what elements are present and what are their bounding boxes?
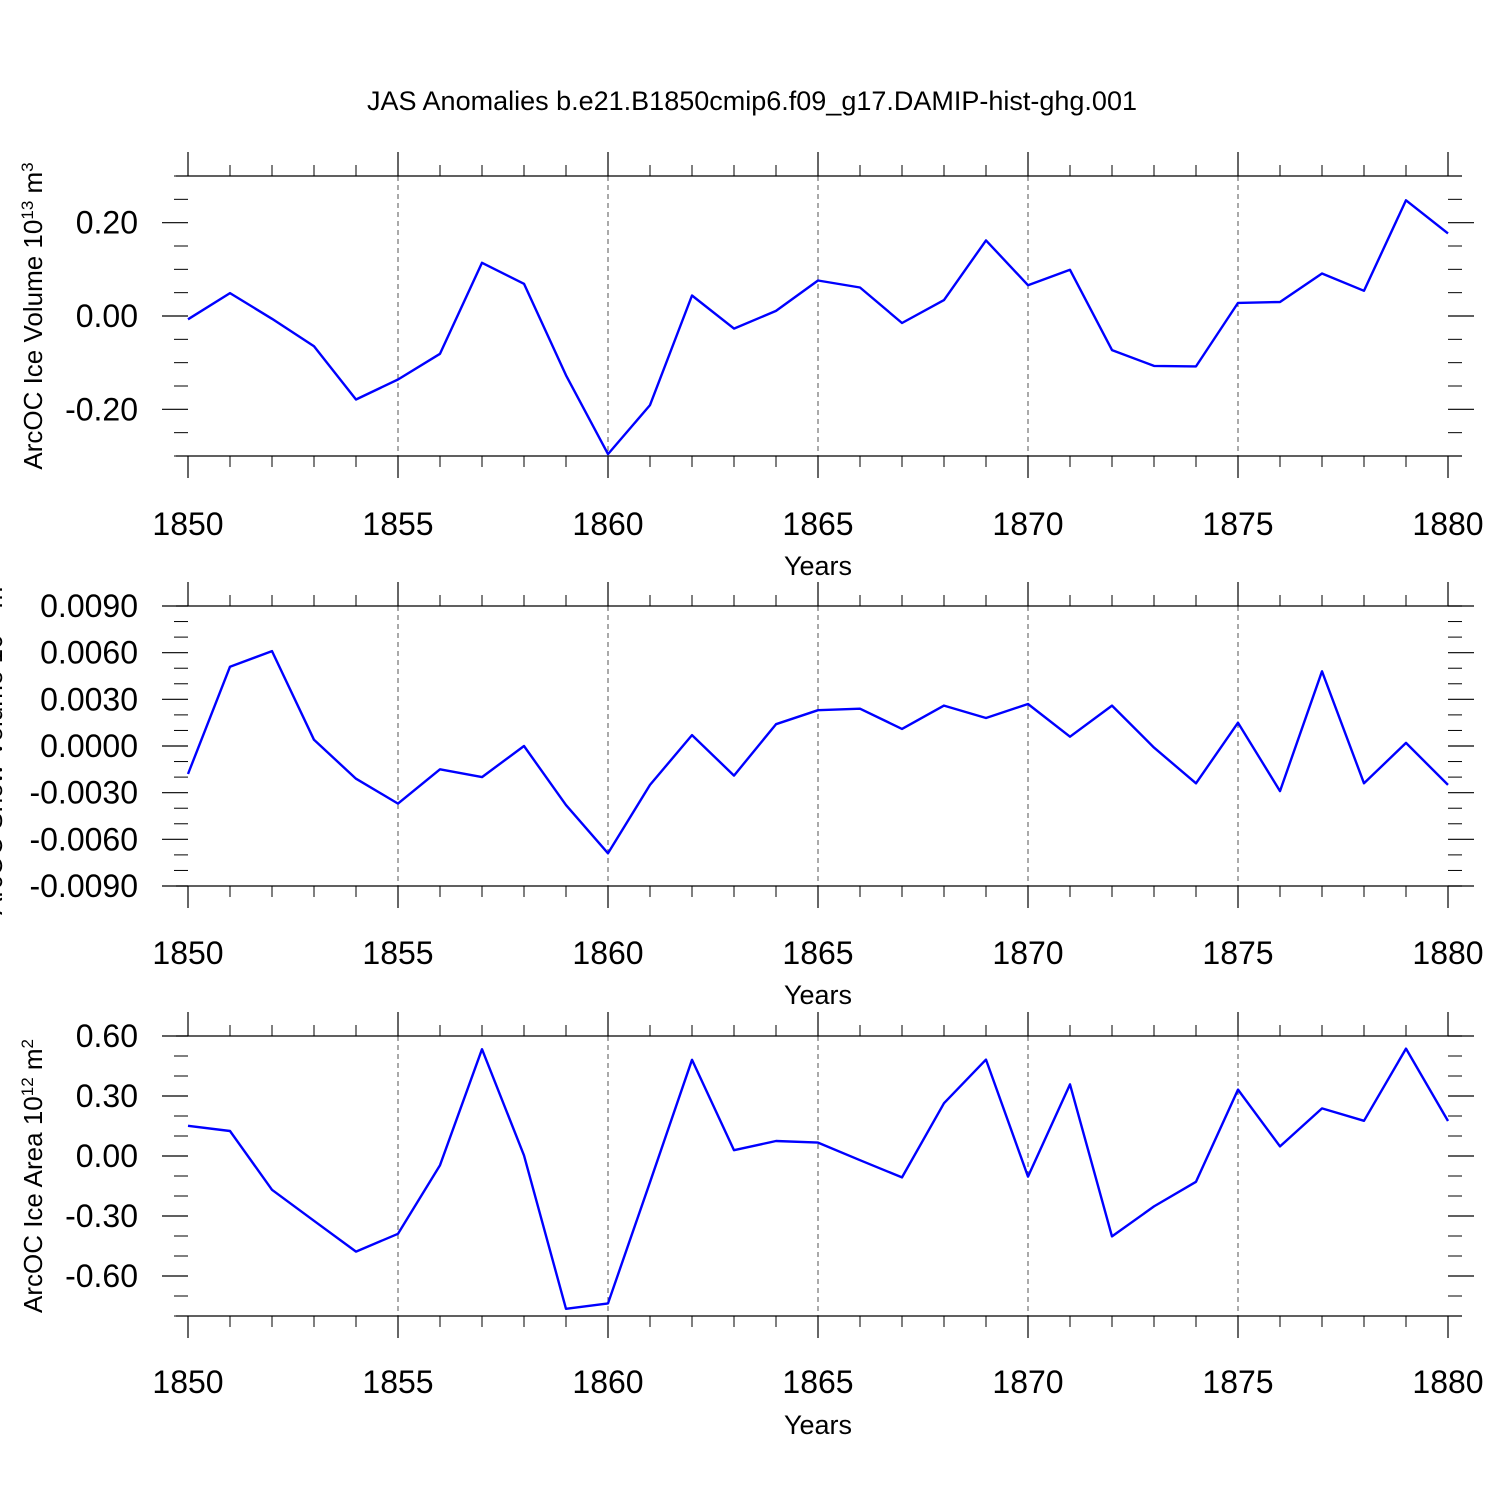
x-tick-label: 1860 <box>572 1364 643 1400</box>
series-line <box>186 649 1449 855</box>
y-tick-label: 0.0060 <box>40 635 138 671</box>
x-tick-label: 1875 <box>1202 1364 1273 1400</box>
y-axis-title-part: ArcOC Ice Volume 10 <box>18 220 48 470</box>
x-tick-label: 1865 <box>782 935 853 971</box>
y-tick-label: 0.00 <box>76 298 138 334</box>
y-tick-label: 0.30 <box>76 1078 138 1114</box>
y-axis-title-superscript: 13 <box>18 201 37 220</box>
y-tick-label: -0.60 <box>65 1258 138 1294</box>
y-tick-label: 0.0030 <box>40 681 138 717</box>
x-tick-label: 1855 <box>362 935 433 971</box>
x-tick-label: 1865 <box>782 1364 853 1400</box>
x-tick-label: 1850 <box>152 506 223 542</box>
x-tick-label: 1850 <box>152 935 223 971</box>
y-axis-title-part: m <box>18 172 48 201</box>
chart-panels: -0.20 0.00 0.20 1850 1855 1860 1865 1870 1875 188… <box>0 152 1484 1440</box>
x-tick-label: 1875 <box>1202 935 1273 971</box>
y-tick-label: 0.60 <box>76 1018 138 1054</box>
y-axis-title-part: ArcOC Ice Area 10 <box>18 1096 48 1313</box>
panel-1: -0.20 0.00 0.20 1850 1855 1860 1865 1870 1875 188… <box>18 152 1484 581</box>
x-tick-label: 1875 <box>1202 506 1273 542</box>
series-line <box>187 199 1449 456</box>
y-axis-title-superscript: 2 <box>18 1039 37 1048</box>
x-tick-label: 1880 <box>1412 1364 1483 1400</box>
x-tick-label: 1870 <box>992 506 1063 542</box>
y-tick-label: -0.20 <box>65 391 138 427</box>
y-tick-label: 0.00 <box>76 1138 138 1174</box>
x-tick-label: 1855 <box>362 506 433 542</box>
panel-3: -0.60 -0.30 0.00 0.30 0.60 1850 1855 1860 1865 18… <box>18 1012 1484 1440</box>
x-tick-label: 1855 <box>362 1364 433 1400</box>
x-tick-label: 1870 <box>992 1364 1063 1400</box>
chart-title: JAS Anomalies b.e21.B1850cmip6.f09_g17.D… <box>367 86 1137 116</box>
y-axis-title: ArcOC Ice Area 1012 m2 <box>18 1039 49 1313</box>
series-line <box>187 1047 1450 1311</box>
y-tick-label: -0.0060 <box>29 821 138 857</box>
y-axis-title-part: ArcOC Snow Volume 10 <box>0 634 8 914</box>
y-axis-title-superscript: 3 <box>18 162 37 171</box>
x-tick-label: 1860 <box>572 935 643 971</box>
x-axis-title: Years <box>784 551 852 581</box>
x-axis-title: Years <box>784 980 852 1010</box>
y-axis-title: ArcOC Ice Volume 1013 m3 <box>18 162 49 469</box>
y-axis-title-part: m <box>0 587 8 616</box>
x-tick-label: 1860 <box>572 506 643 542</box>
x-tick-label: 1865 <box>782 506 853 542</box>
y-axis-title: ArcOC Snow Volume 1013 m3 <box>0 577 8 915</box>
x-tick-label: 1870 <box>992 935 1063 971</box>
y-axis-title-superscript: 12 <box>18 1077 37 1096</box>
y-tick-label: -0.0090 <box>29 868 138 904</box>
x-axis-title: Years <box>784 1410 852 1440</box>
x-tick-label: 1880 <box>1412 935 1483 971</box>
x-tick-label: 1850 <box>152 1364 223 1400</box>
y-axis-title-part: m <box>18 1048 48 1077</box>
y-tick-label: -0.0030 <box>29 775 138 811</box>
y-tick-label: 0.20 <box>76 205 138 241</box>
y-tick-label: 0.0000 <box>40 728 138 764</box>
y-tick-label: 0.0090 <box>40 588 138 624</box>
y-tick-label: -0.30 <box>65 1198 138 1234</box>
x-tick-label: 1880 <box>1412 506 1483 542</box>
panel-2: -0.0090 -0.0060 -0.0030 0.0000 0.0030 0.0060 0… <box>0 577 1484 1010</box>
